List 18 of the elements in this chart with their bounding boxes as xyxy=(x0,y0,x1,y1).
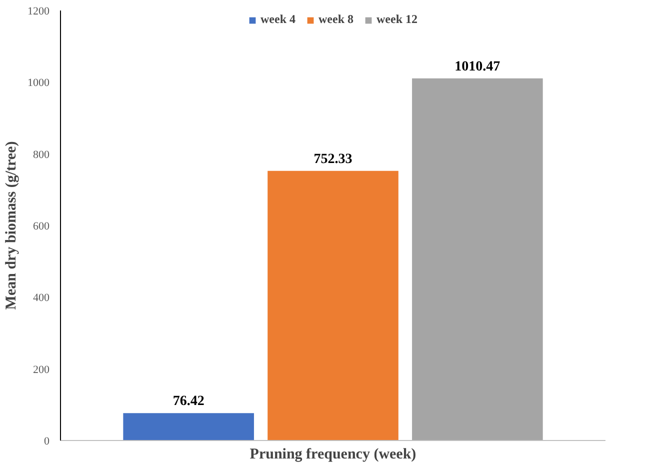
legend-label: week 12 xyxy=(376,12,418,27)
y-tick-label: 0 xyxy=(44,436,50,448)
bar xyxy=(412,78,543,440)
x-axis-title: Pruning frequency (week) xyxy=(250,446,416,462)
data-label: 1010.47 xyxy=(454,59,500,74)
legend-label: week 4 xyxy=(260,12,296,27)
y-tick-label: 800 xyxy=(33,148,50,161)
y-axis-title: Mean dry biomass (g/tree) xyxy=(4,141,20,310)
data-label: 76.42 xyxy=(172,394,204,410)
bar xyxy=(123,413,254,440)
legend-label: week 8 xyxy=(318,12,354,27)
bar xyxy=(268,170,398,440)
data-label: 752.33 xyxy=(314,152,352,167)
y-tick-label: 400 xyxy=(33,292,50,304)
y-tick-label: 600 xyxy=(33,220,50,232)
y-tick-label: 1000 xyxy=(28,77,50,90)
y-tick-label: 200 xyxy=(33,364,50,376)
y-tick-label: 1200 xyxy=(28,6,50,18)
